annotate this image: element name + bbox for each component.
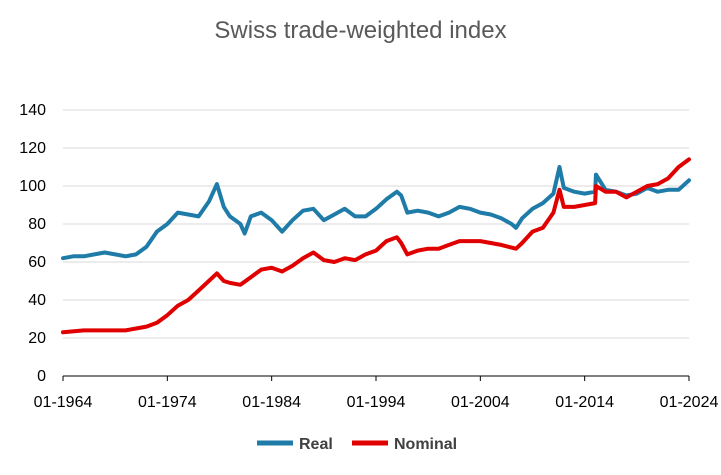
axes: 0 20 40 60 80 100 120 140 01-1964 01-1974 01-1984 0… xyxy=(19,102,718,411)
x-tick-label: 01-1964 xyxy=(34,394,93,411)
y-tick-label: 120 xyxy=(19,140,46,157)
y-tick-label: 40 xyxy=(28,292,46,309)
legend-label-real: Real xyxy=(299,436,333,453)
y-tick-label: 0 xyxy=(37,368,46,385)
series-line-real xyxy=(61,165,691,261)
y-tick-label: 100 xyxy=(19,178,46,195)
legend-label-nominal: Nominal xyxy=(394,436,457,453)
x-tick-label: 01-1974 xyxy=(138,394,197,411)
gridlines xyxy=(63,109,689,339)
y-tick-label: 60 xyxy=(28,254,46,271)
x-tick-label: 01-2004 xyxy=(451,394,510,411)
x-tick-label: 01-2024 xyxy=(660,394,719,411)
x-tick-label: 01-1994 xyxy=(347,394,406,411)
legend: Real Nominal xyxy=(257,436,457,453)
chart-title: Swiss trade-weighted index xyxy=(214,17,507,44)
x-tick-label: 01-2014 xyxy=(555,394,614,411)
series-lines xyxy=(61,157,691,335)
x-tick-label: 01-1984 xyxy=(242,394,301,411)
series-line-nominal xyxy=(61,157,691,335)
y-tick-label: 80 xyxy=(28,216,46,233)
y-tick-label: 140 xyxy=(19,102,46,119)
y-tick-label: 20 xyxy=(28,330,46,347)
